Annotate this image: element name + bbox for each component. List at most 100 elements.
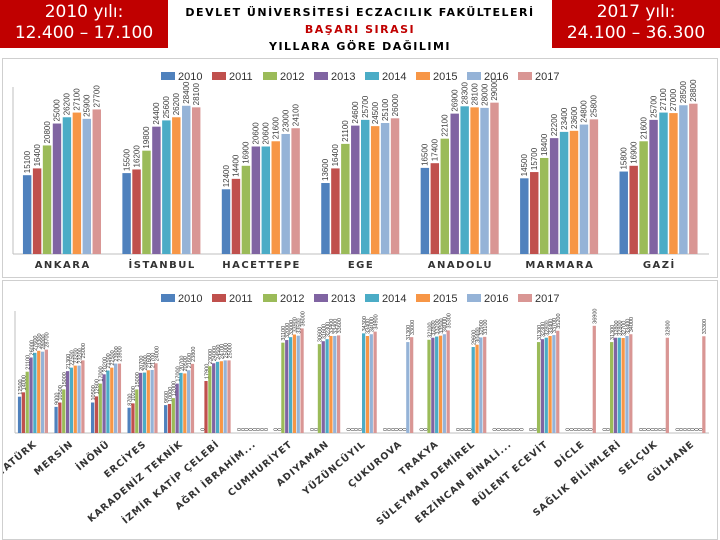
data-label-adiyaman-2014: 32300 (325, 322, 331, 337)
data-label-anadolu-2016: 28000 (480, 83, 489, 106)
data-label-erci-yes-2014: 20800 (143, 355, 149, 370)
bar-b-lent-ecevi-t-2012 (536, 342, 541, 433)
legend-swatch-2016 (467, 72, 481, 80)
data-label-i-zmi-r-kati-p-elebi-2014: 24500 (216, 345, 222, 360)
data-label-y-z-nc-yil-2014: 34300 (362, 316, 368, 331)
data-label-erci-yes-2011: 10200 (131, 386, 137, 401)
data-label-i-zmi-r-kati-p-elebi-2015: 24700 (220, 344, 226, 359)
data-label-trakya-2017: 35300 (446, 313, 452, 328)
data-label-y-z-nc-yil-2015: 33400 (366, 319, 372, 334)
data-label-ukurova-2015: 0 (402, 428, 408, 431)
data-label-i-n-n-2014: 21500 (106, 353, 112, 368)
bar-adiyaman-2014 (325, 339, 329, 433)
data-label-cumhuri-yet-2014: 33000 (289, 320, 295, 335)
legend-swatch-2010 (161, 294, 175, 302)
data-label-hacettepe-2013: 20600 (252, 122, 261, 145)
legend-label-2016: 2016 (484, 71, 508, 83)
data-label-karadeni-z-tekni-k-2017: 23800 (191, 347, 197, 362)
legend-swatch-2012 (263, 294, 277, 302)
data-label-i-stanbul-2016: 28400 (182, 81, 191, 104)
category-label-cumhuri-yet: CUMHURİYET (226, 439, 295, 499)
data-label-adiyaman-2015: 33400 (329, 319, 335, 334)
data-label-erci-yes-2010: 8700 (127, 393, 133, 405)
category-label-gazi: GAZİ (643, 257, 676, 271)
data-label-g-lhane-2014: 0 (691, 428, 697, 431)
bar-trakya-2016 (442, 334, 446, 433)
data-label-ankara-2012: 20800 (43, 121, 52, 144)
legend-label-2010: 2010 (178, 71, 202, 83)
data-label-ege-2016: 25100 (381, 98, 390, 121)
bar-gazi-2011 (629, 165, 638, 254)
data-label-marmara-2013: 22200 (550, 113, 559, 136)
data-label-atat-rk-2010: 12500 (18, 379, 24, 394)
bar-y-z-nc-yil-2015 (365, 335, 370, 433)
data-label-anadolu-2015: 28100 (470, 83, 479, 106)
data-label-a-ri-i-brahi-m-2017: 0 (264, 428, 270, 431)
data-label-cumhuri-yet-2013: 32000 (285, 323, 291, 338)
legend-label-2017: 2017 (535, 293, 559, 305)
category-label-atat-rk: ATATÜRK (3, 439, 39, 483)
data-label-di-cle-2010: 0 (566, 428, 572, 431)
bar-mersi-n-2013 (65, 371, 70, 433)
legend-label-2014: 2014 (382, 71, 406, 83)
bar-karadeni-z-tekni-k-2013 (175, 383, 179, 433)
data-label-i-n-n-2010: 10500 (91, 385, 97, 400)
data-label-erci-yes-2012: 15000 (135, 372, 141, 387)
data-label-g-lhane-2010: 0 (675, 428, 681, 431)
title-line-2: BAŞARI SIRASI (304, 23, 416, 36)
bar-karadeni-z-tekni-k-2011 (167, 403, 172, 433)
legend-label-2016: 2016 (484, 293, 508, 305)
data-label-s-leyman-demi-rel-2011: 0 (460, 428, 466, 431)
bar-atat-rk-2011 (21, 392, 25, 433)
bar-erci-yes-2014 (142, 372, 147, 433)
legend-swatch-2012 (263, 72, 277, 80)
data-label-karadeni-z-tekni-k-2015: 20500 (183, 356, 189, 371)
bar-ege-2013 (351, 125, 360, 255)
legend-swatch-2010 (161, 72, 175, 80)
data-label-sel-uk-2014: 0 (654, 428, 660, 431)
data-label-sel-uk-2016: 0 (662, 428, 668, 431)
bar-erci-yes-2011 (131, 403, 135, 433)
data-label-g-lhane-2017: 33300 (702, 319, 708, 334)
bar-marmara-2016 (579, 124, 589, 254)
bar-gazi-2016 (679, 105, 688, 254)
bar-g-lhane-2017 (702, 336, 706, 433)
bar-hacettepe-2010 (221, 189, 231, 254)
data-label-ege-2014: 25700 (361, 95, 370, 118)
bar-atat-rk-2010 (17, 396, 22, 433)
legend-label-2015: 2015 (433, 293, 457, 305)
legend-swatch-2015 (416, 294, 430, 302)
data-label-ege-2013: 24600 (351, 101, 360, 124)
data-label-hacettepe-2016: 23000 (281, 109, 290, 132)
bar-erci-yes-2017 (154, 363, 158, 433)
data-label-g-lhane-2011: 0 (679, 428, 685, 431)
bar-b-lent-ecevi-t-2016 (552, 335, 556, 433)
bar-atat-rk-2015 (37, 350, 41, 433)
bar-karadeni-z-tekni-k-2010 (164, 405, 168, 433)
bar-karadeni-z-tekni-k-2015 (183, 373, 187, 433)
data-label-adiyaman-2012: 30600 (318, 327, 324, 342)
data-label-erzi-ncan-bi-nali-2013: 0 (504, 428, 510, 431)
bar-i-zmi-r-kati-p-elebi-2016 (223, 360, 227, 433)
data-label-y-z-nc-yil-2010: 0 (347, 428, 353, 431)
data-label-sa-lik-bi-li-mleri-2010: 0 (602, 428, 608, 431)
legend-swatch-2015 (416, 72, 430, 80)
bar-ankara-2011 (32, 168, 42, 254)
bar-gazi-2017 (689, 103, 698, 254)
bar-sa-lik-bi-li-mleri-2016 (625, 335, 629, 433)
data-label-i-stanbul-2010: 15500 (122, 148, 131, 171)
bar-adiyaman-2015 (329, 335, 333, 433)
bar-erci-yes-2015 (146, 370, 150, 433)
bar-b-lent-ecevi-t-2013 (540, 339, 545, 433)
data-label-cumhuri-yet-2010: 0 (274, 428, 280, 431)
category-label-i-stanbul: İSTANBUL (129, 257, 196, 271)
data-label-b-lent-ecevi-t-2017: 35200 (556, 313, 562, 328)
data-label-hacettepe-2011: 14400 (232, 154, 241, 177)
bar-ukurova-2016 (406, 342, 410, 433)
data-label-di-cle-2015: 0 (585, 428, 591, 431)
bar-trakya-2012 (427, 339, 431, 433)
data-label-ankara-2016: 25900 (83, 94, 92, 117)
data-label-i-n-n-2012: 17000 (99, 366, 105, 381)
bar-s-leyman-demi-rel-2015 (475, 344, 479, 433)
data-label-atat-rk-2016: 28000 (41, 334, 47, 349)
